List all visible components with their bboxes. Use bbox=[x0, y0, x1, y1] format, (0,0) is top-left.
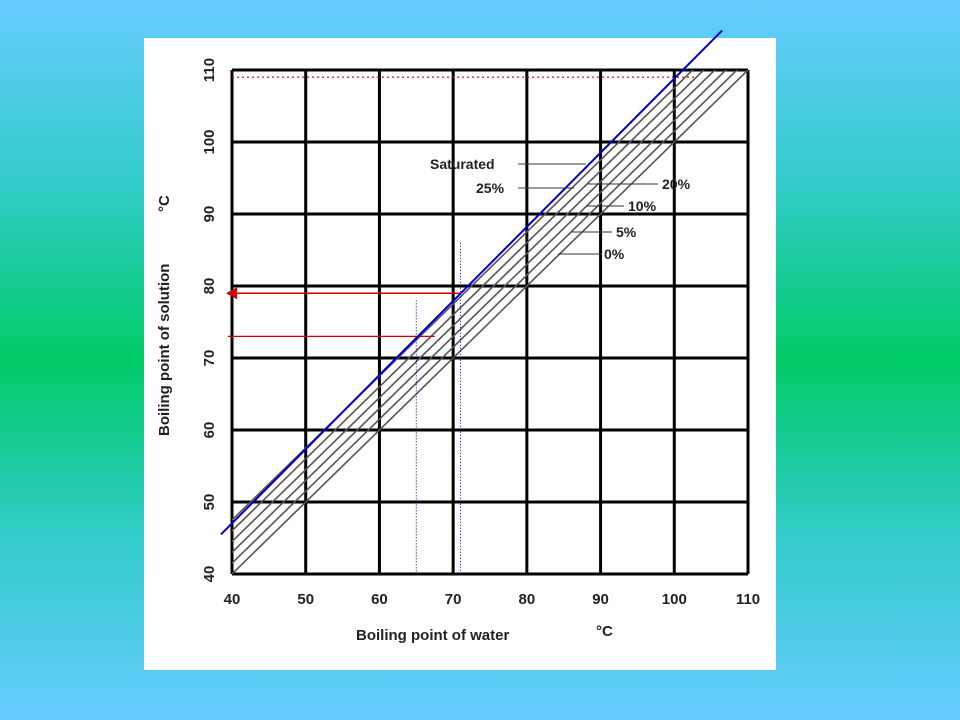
x-tick-40: 40 bbox=[224, 591, 241, 608]
series-line-10pct bbox=[232, 70, 728, 553]
series-line-5pct bbox=[232, 70, 739, 564]
concentration-curves bbox=[232, 70, 748, 574]
x-tick-110: 110 bbox=[736, 591, 760, 608]
y-tick-110: 110 bbox=[201, 58, 218, 82]
arrow-head bbox=[226, 287, 237, 300]
x-tick-100: 100 bbox=[662, 591, 687, 608]
y-tick-labels: 40 50 60 70 80 90 100 110 bbox=[201, 58, 218, 582]
x-tick-70: 70 bbox=[445, 591, 462, 608]
annotation-guides bbox=[226, 76, 697, 574]
y-tick-60: 60 bbox=[201, 422, 218, 439]
series-labels: Saturated 25% 20% 10% 5% 0% bbox=[430, 156, 691, 262]
x-tick-90: 90 bbox=[592, 591, 609, 608]
y-axis-title: Boiling point of solution bbox=[156, 264, 173, 436]
series-label-25: 25% bbox=[476, 180, 505, 196]
series-label-20: 20% bbox=[662, 176, 691, 192]
series-line-25pct bbox=[232, 70, 705, 532]
y-tick-40: 40 bbox=[201, 566, 218, 583]
x-tick-60: 60 bbox=[371, 591, 388, 608]
series-label-10: 10% bbox=[628, 198, 657, 214]
series-label-5: 5% bbox=[616, 224, 637, 240]
highlight-line bbox=[220, 29, 723, 536]
highlight-layer bbox=[220, 29, 723, 536]
x-tick-50: 50 bbox=[297, 591, 314, 608]
y-tick-100: 100 bbox=[201, 129, 218, 154]
y-tick-50: 50 bbox=[201, 494, 218, 511]
grid bbox=[230, 68, 750, 576]
x-axis-unit: °C bbox=[596, 623, 613, 640]
series-label-0: 0% bbox=[604, 246, 625, 262]
y-tick-90: 90 bbox=[201, 206, 218, 223]
x-axis-title: Boiling point of water bbox=[356, 627, 509, 644]
x-tick-80: 80 bbox=[519, 591, 536, 608]
y-axis-unit: °C bbox=[156, 195, 173, 212]
series-line-0pct bbox=[232, 70, 748, 574]
y-tick-80: 80 bbox=[201, 278, 218, 295]
series-label-saturated: Saturated bbox=[430, 156, 495, 172]
series-line-20pct bbox=[232, 70, 716, 543]
y-tick-70: 70 bbox=[201, 350, 218, 367]
x-tick-labels: 40 50 60 70 80 90 100 110 bbox=[224, 591, 760, 608]
